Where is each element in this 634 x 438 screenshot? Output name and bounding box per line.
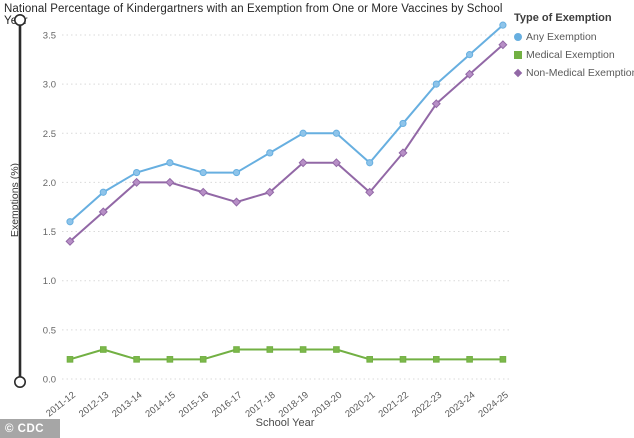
svg-text:2017-18: 2017-18 — [243, 390, 277, 420]
svg-text:0.0: 0.0 — [43, 375, 56, 386]
data-point[interactable] — [299, 346, 307, 353]
svg-text:2024-25: 2024-25 — [476, 390, 510, 420]
data-point[interactable] — [133, 168, 141, 177]
svg-text:2022-23: 2022-23 — [410, 390, 444, 420]
legend-item-non-medical-exemption[interactable]: Non-Medical Exemption — [513, 64, 634, 82]
svg-text:2023-24: 2023-24 — [443, 390, 477, 420]
svg-text:2020-21: 2020-21 — [343, 390, 377, 420]
data-point[interactable] — [399, 356, 407, 363]
data-point[interactable] — [232, 168, 241, 177]
legend-item-label: Medical Exemption — [526, 49, 615, 61]
cdc-watermark-badge: © CDC — [0, 419, 60, 438]
data-point[interactable] — [432, 80, 440, 88]
data-point[interactable] — [166, 159, 174, 167]
data-point[interactable] — [365, 187, 375, 197]
series-non-medical-exemption[interactable] — [65, 40, 508, 246]
data-point[interactable] — [298, 158, 308, 168]
data-point[interactable] — [465, 69, 475, 79]
data-point[interactable] — [466, 51, 474, 59]
data-point[interactable] — [66, 356, 74, 363]
data-point[interactable] — [399, 119, 407, 128]
svg-text:2.5: 2.5 — [43, 129, 56, 140]
y-axis-range-slider[interactable] — [0, 0, 34, 438]
gridlines — [62, 34, 512, 380]
svg-text:2011-12: 2011-12 — [44, 390, 78, 420]
svg-text:2021-22: 2021-22 — [377, 390, 411, 420]
data-point[interactable] — [498, 40, 508, 50]
legend-marker-circle-icon — [514, 33, 522, 41]
svg-text:2018-19: 2018-19 — [277, 390, 311, 420]
legend-items: Any Exemption Medical Exemption Non-Medica… — [513, 28, 634, 82]
data-point[interactable] — [466, 356, 473, 363]
svg-text:2012-13: 2012-13 — [77, 390, 111, 420]
data-point[interactable] — [266, 346, 274, 353]
data-point[interactable] — [333, 346, 340, 353]
legend: Type of Exemption Any Exemption Medical E… — [513, 12, 634, 82]
data-point[interactable] — [266, 149, 274, 157]
series-medical-exemption[interactable] — [66, 346, 507, 363]
svg-text:1.0: 1.0 — [43, 276, 56, 287]
legend-item-label: Non-Medical Exemption — [526, 67, 634, 79]
data-point[interactable] — [132, 177, 142, 187]
legend-title: Type of Exemption — [514, 12, 612, 24]
data-point[interactable] — [198, 187, 208, 197]
data-point[interactable] — [231, 197, 242, 207]
svg-text:1.5: 1.5 — [43, 227, 56, 238]
y-tick-labels: 0.0 0.5 1.0 1.5 2.0 2.5 3.0 3.5 — [43, 30, 56, 385]
data-point[interactable] — [431, 99, 441, 109]
data-point[interactable] — [398, 148, 408, 158]
slider-handle-top[interactable] — [14, 14, 26, 26]
data-point[interactable] — [99, 188, 107, 196]
data-point[interactable] — [199, 356, 207, 363]
legend-item-label: Any Exemption — [526, 31, 597, 43]
data-point[interactable] — [100, 346, 107, 353]
svg-text:2019-20: 2019-20 — [310, 390, 344, 420]
data-point[interactable] — [98, 207, 108, 217]
data-point[interactable] — [65, 236, 75, 246]
x-tick-labels: 2011-12 2012-13 2013-14 2014-15 2015-16 2016-… — [44, 390, 511, 420]
slider-handle-bottom[interactable] — [14, 375, 26, 388]
svg-text:2016-17: 2016-17 — [210, 390, 244, 420]
legend-item-medical-exemption[interactable]: Medical Exemption — [514, 46, 632, 64]
svg-text:2015-16: 2015-16 — [177, 390, 211, 420]
x-axis-label: School Year — [255, 417, 315, 429]
svg-text:3.0: 3.0 — [43, 80, 56, 91]
data-point[interactable] — [499, 21, 507, 29]
data-point[interactable] — [133, 356, 140, 363]
series-any-exemption[interactable] — [66, 21, 507, 226]
data-point[interactable] — [366, 159, 374, 167]
legend-marker-diamond-icon — [513, 68, 523, 78]
data-point[interactable] — [233, 346, 240, 353]
legend-marker-square-icon — [514, 51, 522, 59]
data-point[interactable] — [165, 177, 175, 187]
data-point[interactable] — [366, 356, 373, 363]
data-point[interactable] — [433, 356, 440, 363]
data-point[interactable] — [265, 187, 275, 197]
svg-text:2014-15: 2014-15 — [143, 390, 177, 420]
data-point[interactable] — [332, 129, 340, 137]
svg-text:3.5: 3.5 — [43, 30, 56, 41]
data-point[interactable] — [166, 356, 174, 363]
svg-text:2.0: 2.0 — [43, 178, 56, 189]
data-point[interactable] — [66, 218, 74, 226]
svg-text:0.5: 0.5 — [43, 325, 56, 336]
svg-text:2013-14: 2013-14 — [110, 390, 144, 420]
data-point[interactable] — [199, 168, 207, 177]
data-point[interactable] — [331, 158, 341, 168]
data-point[interactable] — [299, 129, 307, 137]
data-point[interactable] — [499, 356, 507, 363]
legend-item-any-exemption[interactable]: Any Exemption — [514, 28, 632, 46]
